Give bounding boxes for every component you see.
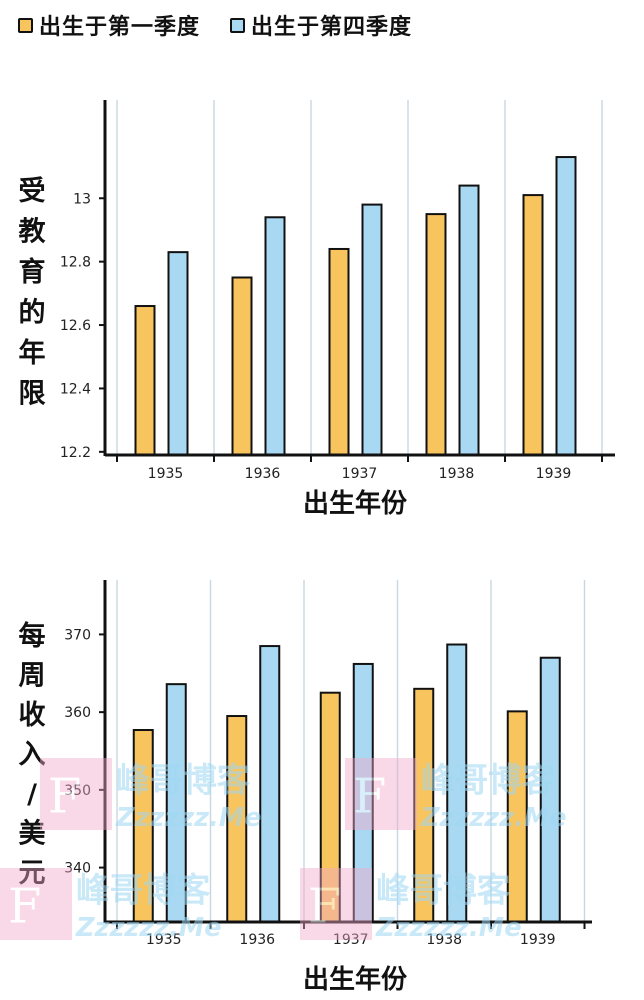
bar-q1-1937: [328, 247, 350, 456]
legend-swatch-q1: [18, 17, 33, 33]
legend-item-q4: 出生于第四季度: [230, 9, 412, 41]
bar-q4-1935: [167, 251, 189, 456]
legend: 出生于第一季度 出生于第四季度: [18, 8, 412, 42]
x-tick-label-1937: 1937: [333, 932, 369, 948]
chart-2: 1935 1936 1937 1938 1939 340 350 360 370 每周收入/美元出…: [19, 580, 592, 995]
y-tick-label-12.4: 12.4: [60, 381, 91, 397]
y-tick-label-12.8: 12.8: [60, 255, 91, 271]
bar-q4-1939: [555, 156, 577, 457]
x-tick-label-1939: 1939: [520, 932, 556, 948]
watermark-logo: F: [8, 878, 41, 934]
watermark-url: Zzzzzz.Me: [375, 913, 522, 943]
watermark-logo-bg: [345, 758, 417, 830]
legend-swatch-q4: [230, 17, 246, 33]
bar-q4-1937: [361, 203, 383, 456]
x-tick-label-1936: 1936: [245, 466, 281, 482]
legend-label-q4: 出生于第四季度: [251, 15, 413, 40]
bar-q4-1936: [259, 645, 281, 923]
y-axis-title: 受教育的年限: [19, 175, 46, 410]
watermark-logo-bg: [300, 868, 372, 940]
x-tick-label-1937: 1937: [342, 466, 378, 482]
legend-item-q1: 出生于第一季度: [18, 9, 200, 41]
bar-q1-1935: [134, 305, 156, 457]
bar-q4-1936: [264, 216, 286, 456]
watermark-text: 峰哥博客: [76, 871, 211, 910]
bar-q1-1939: [522, 194, 544, 456]
x-tick-label-1939: 1939: [536, 466, 572, 482]
bar-q4-1938: [458, 184, 480, 456]
y-tick-label-350: 350: [64, 783, 91, 799]
watermark-url: Zzzzzz.Me: [115, 803, 262, 833]
watermark-text: 峰哥博客: [421, 761, 556, 800]
watermark-logo-bg: [0, 868, 72, 940]
x-axis-title: 出生年份: [303, 964, 407, 995]
bar-q1-1936: [231, 276, 253, 456]
legend-label-q1: 出生于第一季度: [39, 15, 201, 40]
watermark-text: 峰哥博客: [376, 871, 511, 910]
y-tick-label-13: 13: [73, 191, 91, 207]
x-tick-label-1935: 1935: [148, 466, 184, 482]
x-tick-label-1935: 1935: [146, 932, 182, 948]
chart-1: 1935 1936 1937 1938 1939 12.2 12.4 12.6 12.8 13 受教…: [19, 100, 615, 519]
y-tick-label-370: 370: [64, 627, 91, 643]
watermark-logo-bg: [40, 758, 112, 830]
watermark-logo: F: [48, 768, 81, 824]
x-tick-label-1938: 1938: [426, 932, 462, 948]
y-tick-label-12.2: 12.2: [60, 445, 91, 461]
x-axis-title: 出生年份: [303, 488, 407, 519]
y-tick-label-12.6: 12.6: [60, 318, 91, 334]
x-tick-label-1936: 1936: [239, 932, 275, 948]
watermark-logo: F: [353, 768, 386, 824]
y-axis-title: 每周收入/美元: [19, 620, 46, 889]
y-tick-label-360: 360: [64, 705, 91, 721]
watermark-url: Zzzzzz.Me: [75, 913, 222, 943]
y-tick-label-340: 340: [64, 861, 91, 877]
watermark-logo: F: [308, 878, 341, 934]
x-tick-label-1938: 1938: [439, 466, 475, 482]
watermark-text: 峰哥博客: [116, 761, 251, 800]
watermark-url: Zzzzzz.Me: [420, 803, 567, 833]
bar-q1-1938: [425, 213, 447, 456]
